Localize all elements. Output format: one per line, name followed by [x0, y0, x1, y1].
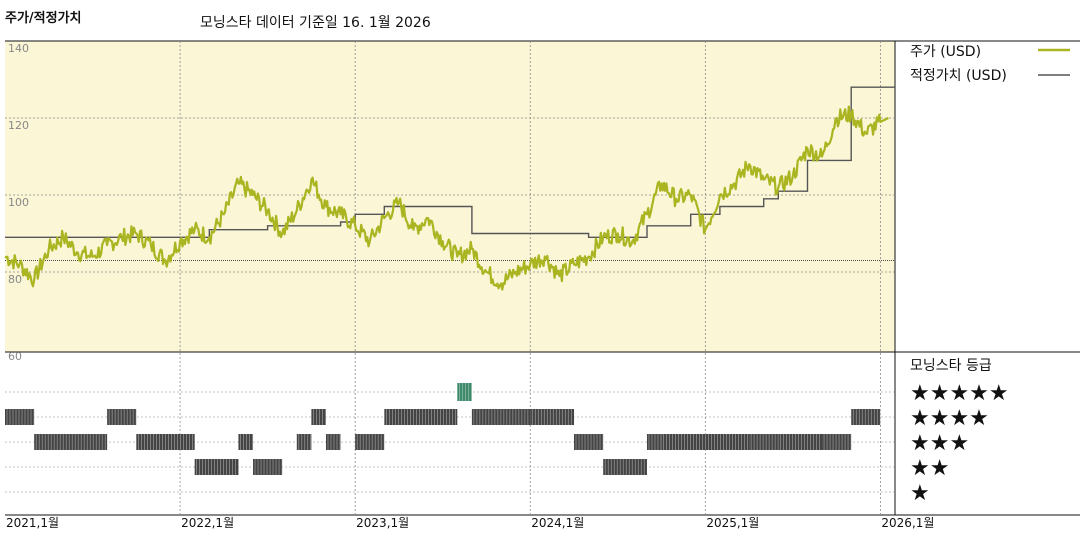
- ratings-plot-background: [5, 352, 895, 515]
- rating-period-3-star: [238, 434, 254, 450]
- rating-period-3-star: [136, 434, 195, 450]
- y-tick-label: 140: [8, 42, 29, 55]
- rating-bar: [530, 409, 575, 425]
- rating-history-bars: [5, 383, 881, 475]
- rating-period-3-star: [34, 434, 108, 450]
- rating-bar: [253, 459, 283, 475]
- y-tick-label: 100: [8, 196, 29, 209]
- rating-bar: [384, 409, 458, 425]
- chart-title: 주가/적정가치: [5, 10, 82, 26]
- legend-price-label: 주가 (USD): [910, 44, 981, 60]
- x-tick-label: 2023,1월: [356, 516, 409, 530]
- grid-lines: [5, 41, 895, 515]
- chart-subtitle: 모닝스타 데이터 기준일 16. 1월 2026: [200, 15, 431, 31]
- rating-bar: [355, 434, 385, 450]
- rating-section-title: 모닝스타 등급: [910, 358, 992, 374]
- price-series-line: [4, 105, 889, 291]
- rating-period-3-star: [749, 434, 779, 450]
- star-label-1: ★: [910, 481, 930, 506]
- rating-bar: [749, 434, 779, 450]
- rating-period-3-star: [574, 434, 604, 450]
- rating-bar: [5, 409, 35, 425]
- rating-period-3-star: [822, 434, 852, 450]
- price-plot-background: [5, 41, 895, 352]
- rating-period-2-star: [253, 459, 283, 475]
- rating-period-4-star: [5, 409, 35, 425]
- rating-period-3-star: [296, 434, 312, 450]
- star-label-4: ★★★★: [910, 406, 989, 431]
- rating-bar: [603, 459, 647, 475]
- y-axis-ticks: 60 80 100 120 140: [8, 42, 29, 363]
- x-axis-ticks: 2021,1월 2022,1월 2023,1월 2024,1월 2025,1월 2026,…: [6, 516, 934, 530]
- rating-bar: [574, 434, 604, 450]
- rating-period-4-star: [471, 409, 531, 425]
- rating-period-3-star: [661, 434, 750, 450]
- y-tick-label: 60: [8, 350, 22, 363]
- rating-period-2-star: [194, 459, 239, 475]
- rating-period-3-star: [778, 434, 823, 450]
- star-label-2: ★★: [910, 456, 949, 481]
- y-tick-label: 120: [8, 119, 29, 132]
- rating-bar: [851, 409, 881, 425]
- x-tick-label: 2025,1월: [706, 516, 759, 530]
- rating-period-3-star: [355, 434, 385, 450]
- rating-period-3-star: [646, 434, 662, 450]
- rating-bar: [107, 409, 137, 425]
- x-tick-label: 2022,1월: [181, 516, 234, 530]
- rating-period-5-star: [457, 383, 472, 401]
- rating-period-3-star: [325, 434, 341, 450]
- rating-period-4-star: [530, 409, 575, 425]
- rating-star-labels: ★★★★★★★★★★★★★★★: [910, 381, 1009, 506]
- legend-fair-label: 적정가치 (USD): [910, 68, 1007, 84]
- rating-bar: [822, 434, 852, 450]
- rating-bar: [194, 459, 239, 475]
- x-tick-label: 2026,1월: [881, 516, 934, 530]
- x-tick-label: 2021,1월: [6, 516, 59, 530]
- rating-bar: [34, 434, 108, 450]
- y-tick-label: 80: [8, 273, 22, 286]
- star-label-3: ★★★: [910, 431, 969, 456]
- rating-bar: [778, 434, 823, 450]
- rating-period-4-star: [311, 409, 326, 425]
- x-tick-label: 2024,1월: [531, 516, 584, 530]
- rating-period-4-star: [851, 409, 881, 425]
- star-label-5: ★★★★★: [910, 381, 1009, 406]
- rating-period-4-star: [384, 409, 458, 425]
- rating-period-2-star: [603, 459, 647, 475]
- rating-period-4-star: [107, 409, 137, 425]
